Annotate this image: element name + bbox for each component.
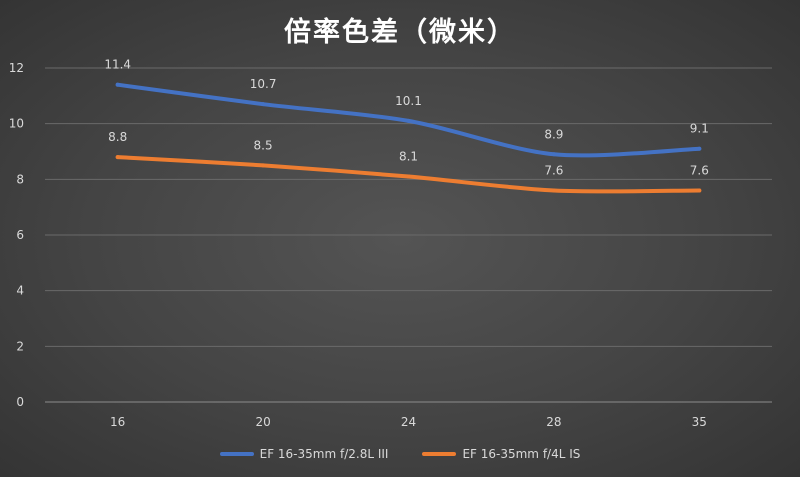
x-tick-label: 16 xyxy=(110,415,125,429)
data-label: 7.6 xyxy=(690,163,709,177)
legend-item-series-2[interactable]: EF 16-35mm f/4L IS xyxy=(422,447,580,461)
data-label: 8.1 xyxy=(399,150,418,164)
data-label: 10.7 xyxy=(250,77,277,91)
y-tick-label: 6 xyxy=(16,228,24,242)
y-axis-ticks: 0 2 4 6 8 10 12 xyxy=(9,61,24,409)
y-tick-label: 12 xyxy=(9,61,24,75)
data-labels: 11.4 10.7 10.1 8.9 9.1 8.8 8.5 8.1 7.6 7.6 xyxy=(104,58,709,178)
legend-swatch xyxy=(219,452,254,456)
chart-title: 倍率色差（微米） xyxy=(284,17,516,48)
legend: EF 16-35mm f/2.8L III EF 16-35mm f/4L IS xyxy=(0,447,800,461)
y-tick-label: 8 xyxy=(16,172,24,186)
legend-item-series-1[interactable]: EF 16-35mm f/2.8L III xyxy=(219,447,389,461)
data-point[interactable] xyxy=(551,188,556,193)
data-point[interactable] xyxy=(115,155,120,160)
y-tick-label: 0 xyxy=(16,395,24,409)
data-point[interactable] xyxy=(261,102,266,107)
data-point[interactable] xyxy=(115,82,120,87)
x-tick-label: 35 xyxy=(692,415,707,429)
y-tick-label: 10 xyxy=(9,117,24,131)
data-point[interactable] xyxy=(697,188,702,193)
legend-label: EF 16-35mm f/4L IS xyxy=(462,447,581,461)
series-lines xyxy=(115,82,702,194)
data-label: 8.5 xyxy=(254,138,273,152)
data-label: 10.1 xyxy=(395,94,422,108)
data-label: 9.1 xyxy=(690,122,709,136)
y-tick-label: 4 xyxy=(16,284,24,298)
data-point[interactable] xyxy=(406,118,411,123)
data-point[interactable] xyxy=(261,163,266,168)
data-label: 11.4 xyxy=(104,58,131,72)
grid-lines xyxy=(45,67,772,403)
x-axis-ticks: 16 20 24 28 35 xyxy=(110,415,707,429)
legend-label: EF 16-35mm f/2.8L III xyxy=(259,447,389,461)
data-label: 8.8 xyxy=(108,130,127,144)
data-label: 8.9 xyxy=(544,127,563,141)
y-tick-label: 2 xyxy=(16,339,24,353)
legend-swatch xyxy=(422,452,457,456)
x-tick-label: 24 xyxy=(401,415,416,429)
data-point[interactable] xyxy=(406,174,411,179)
data-point[interactable] xyxy=(697,146,702,151)
data-point[interactable] xyxy=(551,152,556,157)
x-tick-label: 28 xyxy=(546,415,561,429)
x-tick-label: 20 xyxy=(255,415,270,429)
data-label: 7.6 xyxy=(544,163,563,177)
